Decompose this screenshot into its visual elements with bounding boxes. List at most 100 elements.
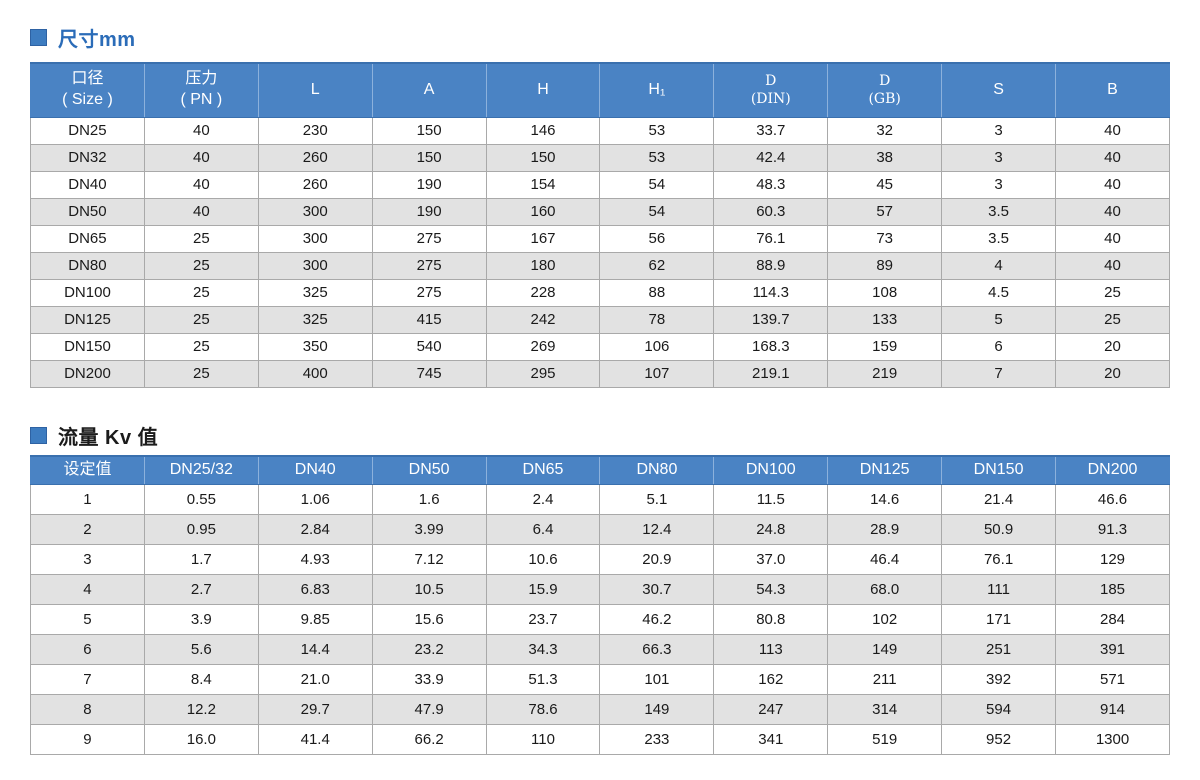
table-cell: 219.1 xyxy=(713,359,829,388)
table-cell: 91.3 xyxy=(1055,514,1170,545)
table-cell: 60.3 xyxy=(713,197,829,226)
table-cell: 540 xyxy=(371,332,487,361)
table-cell: 519 xyxy=(827,724,943,755)
table-cell: 9.85 xyxy=(257,604,373,635)
table-row: 5 3.9 9.85 15.6 23.7 46.2 80.8 102 171 284 xyxy=(30,604,1170,635)
table-cell: 40 xyxy=(1055,116,1170,145)
flow-kv-section-title: 流量 Kv 值 xyxy=(30,425,1170,449)
table-cell: 54 xyxy=(599,197,715,226)
table-cell: 6.83 xyxy=(257,574,373,605)
table-cell: 190 xyxy=(371,197,487,226)
column-header: DN80 xyxy=(599,454,715,485)
table-cell: DN100 xyxy=(30,278,145,307)
table-cell: 247 xyxy=(713,694,829,725)
table-cell: 46.2 xyxy=(599,604,715,635)
column-header: S xyxy=(941,62,1057,118)
table-cell: 46.4 xyxy=(827,544,943,575)
table-cell: 350 xyxy=(257,332,373,361)
table-cell: 108 xyxy=(827,278,943,307)
table-cell: 25 xyxy=(143,305,259,334)
table-cell: 260 xyxy=(257,143,373,172)
table-cell: 5 xyxy=(941,305,1057,334)
table-cell: 51.3 xyxy=(485,664,601,695)
table-cell: 101 xyxy=(599,664,715,695)
table-cell: 20.9 xyxy=(599,544,715,575)
table-cell: 5.1 xyxy=(599,484,715,515)
table-cell: 25 xyxy=(143,332,259,361)
table-cell: 233 xyxy=(599,724,715,755)
table-row: DN25 40 230 150 146 53 33.7 32 3 40 xyxy=(30,116,1170,145)
table-cell: 341 xyxy=(713,724,829,755)
table-cell: 284 xyxy=(1055,604,1170,635)
table-cell: 10.6 xyxy=(485,544,601,575)
table-cell: 53 xyxy=(599,116,715,145)
table-cell: 15.6 xyxy=(371,604,487,635)
table-cell: 9 xyxy=(30,724,145,755)
table-cell: 40 xyxy=(143,116,259,145)
table-row: 9 16.0 41.4 66.2 110 233 341 519 952 1300 xyxy=(30,724,1170,755)
table-cell: 66.2 xyxy=(371,724,487,755)
table-cell: 21.0 xyxy=(257,664,373,695)
table-cell: 48.3 xyxy=(713,170,829,199)
column-header: DN25/32 xyxy=(143,454,259,485)
table-cell: 3.5 xyxy=(941,224,1057,253)
table-cell: 3 xyxy=(941,170,1057,199)
table-row: DN65 25 300 275 167 56 76.1 73 3.5 40 xyxy=(30,224,1170,253)
table-cell: 2.84 xyxy=(257,514,373,545)
table-cell: 14.4 xyxy=(257,634,373,665)
table-cell: 230 xyxy=(257,116,373,145)
dimensions-section: 尺寸mm 口径 ( Size ) 压力 ( PN ) L A H H₁ D (DIN) D (… xyxy=(30,26,1170,388)
table-cell: 45 xyxy=(827,170,943,199)
table-cell: 275 xyxy=(371,251,487,280)
table-cell: 391 xyxy=(1055,634,1170,665)
table-cell: 47.9 xyxy=(371,694,487,725)
table-cell: 50.9 xyxy=(941,514,1057,545)
table-cell: 154 xyxy=(485,170,601,199)
table-cell: 107 xyxy=(599,359,715,388)
table-cell: 3 xyxy=(941,116,1057,145)
table-cell: 24.8 xyxy=(713,514,829,545)
table-cell: 6 xyxy=(941,332,1057,361)
table-cell: 159 xyxy=(827,332,943,361)
table-cell: 54.3 xyxy=(713,574,829,605)
table-cell: 171 xyxy=(941,604,1057,635)
table-cell: 6.4 xyxy=(485,514,601,545)
column-header: DN125 xyxy=(827,454,943,485)
table-cell: 149 xyxy=(599,694,715,725)
table-cell: 56 xyxy=(599,224,715,253)
table-cell: 37.0 xyxy=(713,544,829,575)
table-cell: 25 xyxy=(143,224,259,253)
flow-kv-table-body: 1 0.55 1.06 1.6 2.4 5.1 11.5 14.6 21.4 46.6 2 0.95 2… xyxy=(30,484,1170,755)
table-cell: DN65 xyxy=(30,224,145,253)
table-row: DN50 40 300 190 160 54 60.3 57 3.5 40 xyxy=(30,197,1170,226)
table-cell: 251 xyxy=(941,634,1057,665)
table-cell: 41.4 xyxy=(257,724,373,755)
table-cell: 3.99 xyxy=(371,514,487,545)
table-cell: 42.4 xyxy=(713,143,829,172)
table-cell: 242 xyxy=(485,305,601,334)
table-cell: 113 xyxy=(713,634,829,665)
table-cell: 40 xyxy=(143,170,259,199)
table-cell: DN25 xyxy=(30,116,145,145)
table-cell: DN40 xyxy=(30,170,145,199)
table-cell: 25 xyxy=(143,359,259,388)
table-cell: 1.7 xyxy=(143,544,259,575)
table-cell: 106 xyxy=(599,332,715,361)
table-cell: 25 xyxy=(143,251,259,280)
table-cell: 10.5 xyxy=(371,574,487,605)
table-row: DN40 40 260 190 154 54 48.3 45 3 40 xyxy=(30,170,1170,199)
table-cell: 78 xyxy=(599,305,715,334)
table-cell: 190 xyxy=(371,170,487,199)
table-cell: 295 xyxy=(485,359,601,388)
table-cell: 260 xyxy=(257,170,373,199)
column-header: DN200 xyxy=(1055,454,1170,485)
table-cell: 40 xyxy=(1055,143,1170,172)
table-cell: 21.4 xyxy=(941,484,1057,515)
table-cell: 275 xyxy=(371,224,487,253)
table-cell: 4.5 xyxy=(941,278,1057,307)
column-header: D (GB) xyxy=(827,62,943,118)
table-cell: 129 xyxy=(1055,544,1170,575)
table-cell: 15.9 xyxy=(485,574,601,605)
table-cell: 185 xyxy=(1055,574,1170,605)
table-cell: DN32 xyxy=(30,143,145,172)
